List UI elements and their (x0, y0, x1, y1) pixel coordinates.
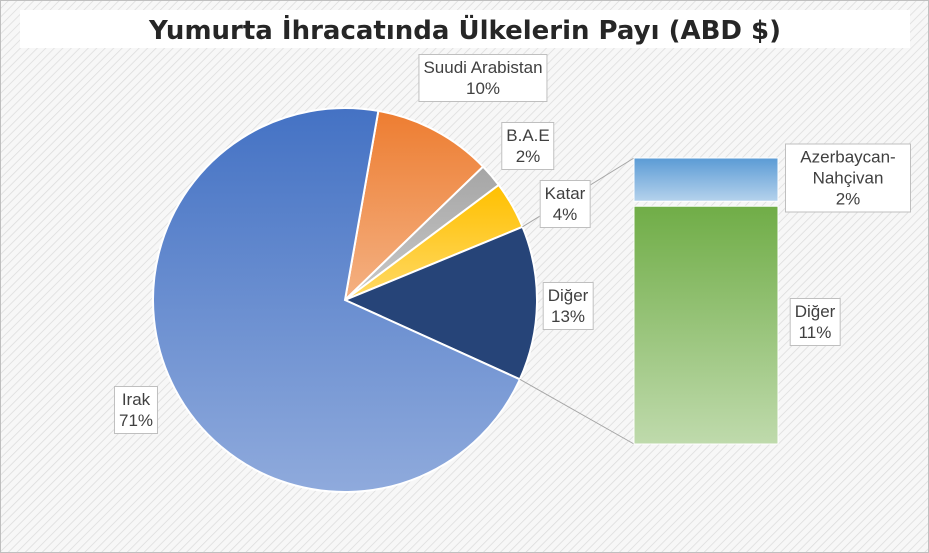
label-value: 11% (798, 323, 832, 342)
pie-slice (342, 225, 538, 381)
label-category: Suudi Arabistan (423, 58, 543, 77)
breakdown-bar (633, 205, 779, 445)
chart-title: Yumurta İhracatında Ülkelerin Payı (ABD … (148, 13, 781, 46)
label-value: 4% (552, 205, 578, 224)
data-label: Azerbaycan-Nahçivan 2% (785, 143, 911, 213)
label-category: Irak (121, 390, 151, 409)
data-label: B.A.E 2% (501, 122, 555, 170)
label-value: 2% (835, 189, 861, 209)
breakdown-bar (633, 157, 779, 202)
data-label: Katar 4% (539, 180, 591, 228)
connector (519, 378, 635, 445)
label-value: 10% (465, 79, 501, 98)
label-category: Azerbaycan-Nahçivan (800, 147, 896, 188)
label-value: 71% (118, 411, 154, 430)
data-label: Suudi Arabistan 10% (418, 54, 548, 102)
label-category: B.A.E (506, 126, 550, 145)
data-label: Irak 71% (113, 386, 159, 434)
data-label: Diğer 11% (789, 298, 841, 346)
label-category: Diğer (794, 302, 836, 321)
label-category: Katar (544, 184, 586, 203)
pie-slice (152, 107, 522, 493)
data-label: Diğer 13% (542, 282, 594, 330)
label-value: 13% (550, 307, 586, 326)
label-value: 2% (515, 147, 541, 166)
title-box (20, 10, 910, 48)
label-category: Diğer (547, 286, 589, 305)
pie-slice (343, 109, 485, 303)
